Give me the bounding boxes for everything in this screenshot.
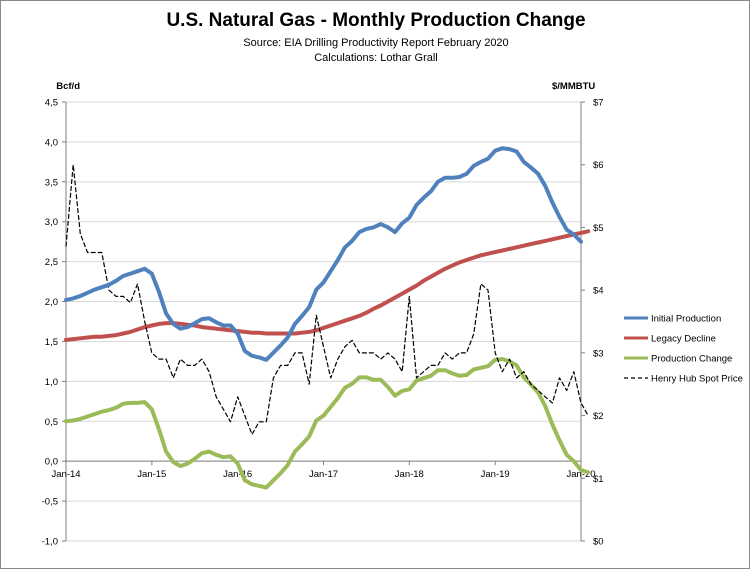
left-tick-label: 3,5 <box>45 177 58 188</box>
left-tick-label: 4,0 <box>45 137 58 148</box>
left-tick-label: 2,5 <box>45 257 58 268</box>
x-tick-label: Jan-20 <box>566 469 595 480</box>
right-tick-label: $3 <box>593 348 604 359</box>
right-tick-label: $7 <box>593 98 604 109</box>
left-tick-label: -1,0 <box>42 537 58 548</box>
left-tick-label: -0,5 <box>42 497 58 508</box>
gridlines <box>66 101 581 542</box>
chart-subtitle-source: Source: EIA Drilling Productivity Report… <box>243 37 509 49</box>
chart-subtitle-calculations: Calculations: Lothar Grall <box>314 52 438 64</box>
x-tick-label: Jan-19 <box>481 469 510 480</box>
legend: Initial Production Legacy Decline Producti… <box>624 314 743 385</box>
series-line-henry-hub-spot-price <box>65 164 589 435</box>
left-tick-label: 2,0 <box>45 297 58 308</box>
x-tick-label: Jan-16 <box>223 469 252 480</box>
x-tick-label: Jan-17 <box>309 469 338 480</box>
chart-title: U.S. Natural Gas - Monthly Production Ch… <box>166 10 586 31</box>
legend-entry-label: Legacy Decline <box>651 334 716 345</box>
right-tick-label: $4 <box>593 286 604 297</box>
legend-entry-label: Initial Production <box>651 314 721 325</box>
x-tick-label: Jan-14 <box>51 469 80 480</box>
left-axis-unit: Bcf/d <box>56 81 80 92</box>
series-line-initial-production <box>64 146 583 362</box>
left-tick-label: 0,0 <box>45 457 58 468</box>
left-tick-label: 4,5 <box>45 98 58 109</box>
right-tick-label: $5 <box>593 223 604 234</box>
right-tick-label: $0 <box>593 537 604 548</box>
series-line-legacy-decline <box>64 229 591 342</box>
x-tick-label: Jan-18 <box>395 469 424 480</box>
right-tick-label: $2 <box>593 411 604 422</box>
left-axis-ticks: 4,5 4,0 3,5 3,0 2,5 2,0 1,5 1,0 0,5 0,0 -0,5 -1,0 <box>42 98 66 548</box>
right-tick-label: $1 <box>593 474 604 485</box>
left-tick-label: 0,5 <box>45 417 58 428</box>
legend-entry-label: Henry Hub Spot Price <box>651 374 743 385</box>
series-line-production-change <box>64 357 591 490</box>
right-axis-ticks: $7 $6 $5 $4 $3 $2 $1 $0 <box>581 98 604 548</box>
legend-entry-label: Production Change <box>651 354 732 365</box>
left-tick-label: 3,0 <box>45 217 58 228</box>
x-axis-ticks: Jan-14 Jan-15 Jan-16 Jan-17 Jan-18 Jan-19 Jan-… <box>51 461 596 480</box>
left-tick-label: 1,5 <box>45 337 58 348</box>
right-axis-unit: $/MMBTU <box>552 81 595 92</box>
series-lines <box>64 146 591 490</box>
left-tick-label: 1,0 <box>45 377 58 388</box>
x-tick-label: Jan-15 <box>137 469 166 480</box>
right-tick-label: $6 <box>593 160 604 171</box>
